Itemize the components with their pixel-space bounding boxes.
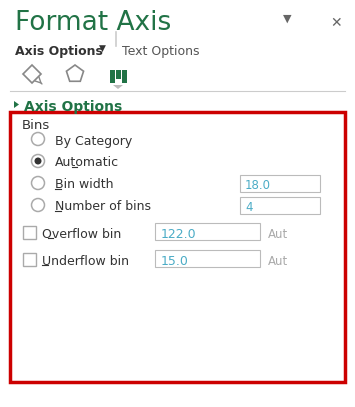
Circle shape [32, 133, 44, 145]
FancyBboxPatch shape [240, 175, 320, 192]
Text: 15.0: 15.0 [161, 255, 189, 268]
Text: Automatic: Automatic [55, 157, 119, 169]
Circle shape [32, 155, 44, 168]
Text: Underflow bin: Underflow bin [42, 255, 129, 268]
Text: ▼: ▼ [283, 14, 291, 24]
Text: 122.0: 122.0 [161, 228, 197, 241]
Text: Axis Options: Axis Options [24, 100, 122, 114]
Text: Aut: Aut [268, 228, 288, 241]
FancyBboxPatch shape [155, 223, 260, 240]
Polygon shape [113, 85, 123, 89]
Text: Bin width: Bin width [55, 179, 114, 192]
Circle shape [34, 158, 42, 164]
FancyBboxPatch shape [23, 226, 36, 239]
Circle shape [32, 177, 44, 190]
FancyBboxPatch shape [23, 253, 36, 266]
Text: 4: 4 [245, 201, 252, 214]
FancyBboxPatch shape [240, 197, 320, 214]
Text: Text Options: Text Options [122, 45, 200, 58]
Bar [122, 70, 127, 83]
Text: Aut: Aut [268, 255, 288, 268]
Text: By Category: By Category [55, 134, 132, 147]
FancyBboxPatch shape [155, 250, 260, 267]
Text: ✕: ✕ [330, 16, 342, 30]
Text: 18.0: 18.0 [245, 179, 271, 192]
Text: Bins: Bins [22, 119, 50, 132]
Bar [110, 70, 115, 83]
Text: Axis Options: Axis Options [15, 45, 103, 58]
Polygon shape [14, 101, 19, 108]
FancyBboxPatch shape [10, 112, 345, 382]
Bar [116, 70, 121, 79]
Text: ▼: ▼ [99, 44, 106, 53]
Text: Overflow bin: Overflow bin [42, 228, 121, 241]
Text: Number of bins: Number of bins [55, 201, 151, 214]
Circle shape [32, 199, 44, 212]
Text: Format Axis: Format Axis [15, 10, 171, 36]
